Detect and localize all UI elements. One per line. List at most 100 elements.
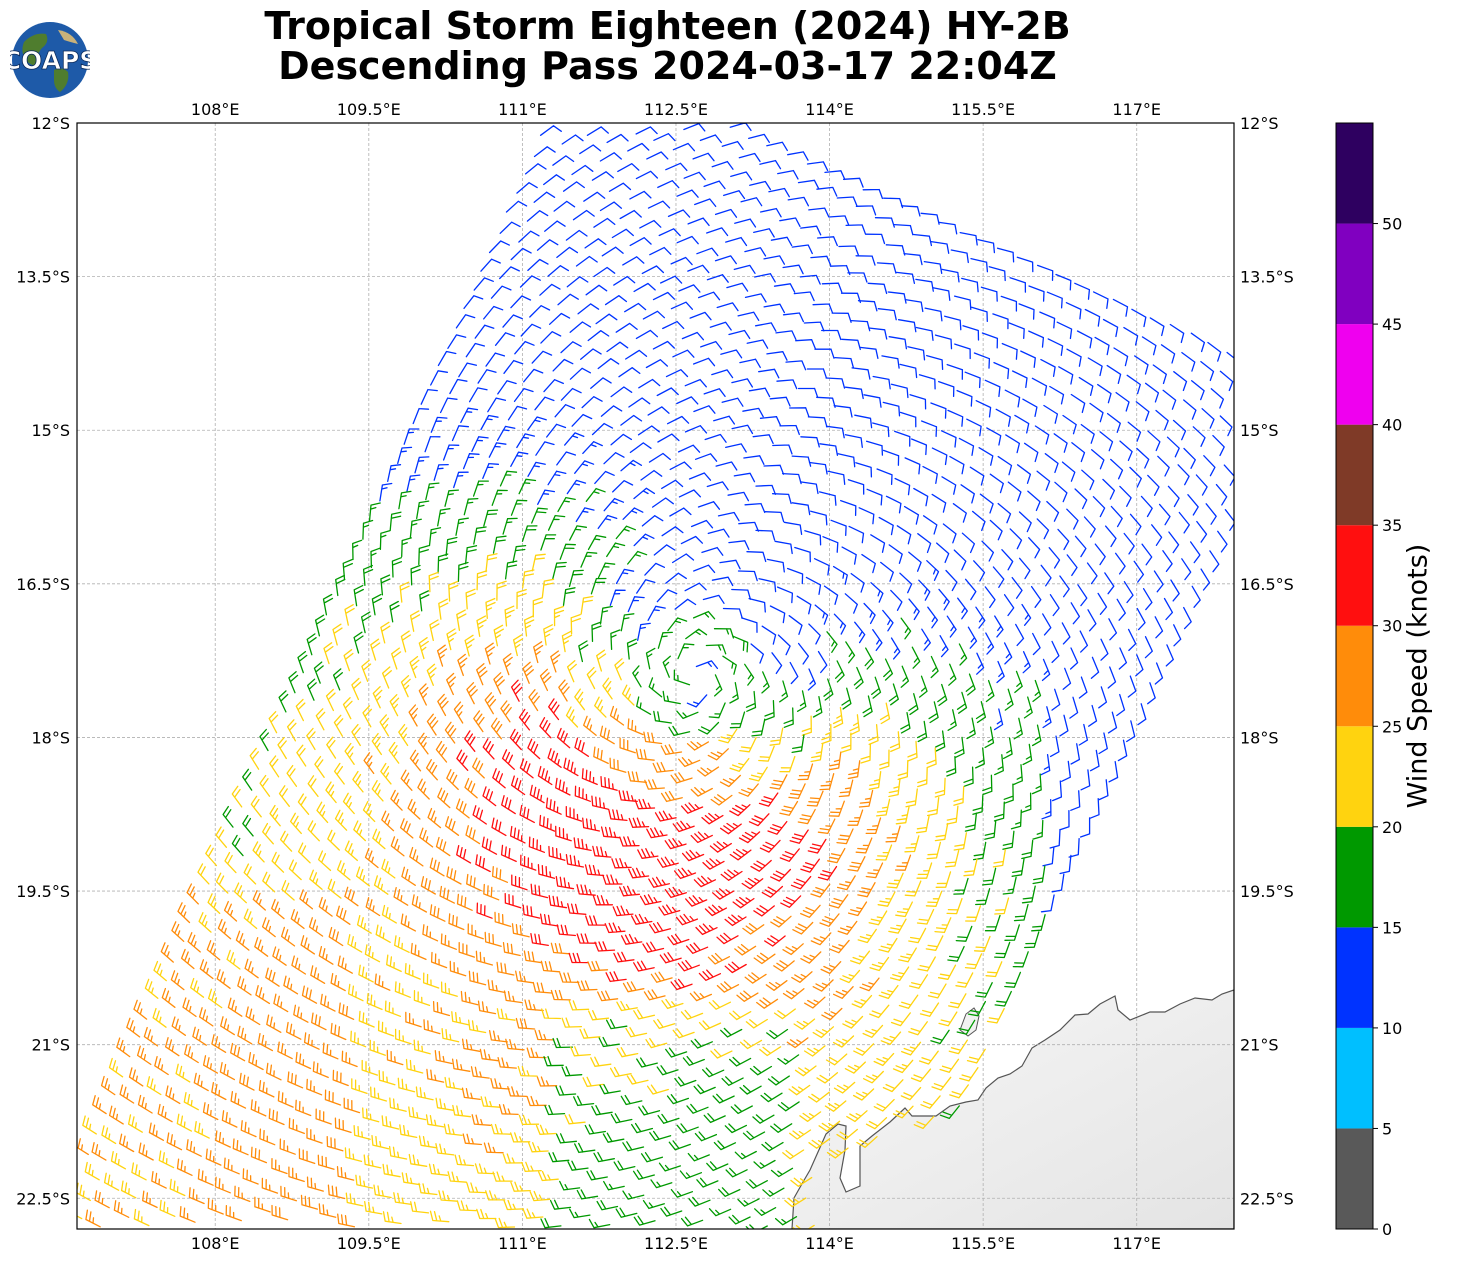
wind-barb <box>722 607 743 619</box>
wind-barb <box>748 387 771 398</box>
wind-barb <box>773 283 796 293</box>
wind-barb <box>656 856 679 868</box>
lat-label-left: 19.5°S <box>16 882 70 901</box>
wind-barb <box>318 896 333 917</box>
wind-barb <box>400 769 413 791</box>
wind-barb <box>844 386 864 400</box>
wind-barb <box>879 702 891 725</box>
wind-barb <box>342 697 353 720</box>
wind-barb <box>379 529 391 550</box>
wind-barb <box>693 564 716 574</box>
wind-barb <box>680 535 704 545</box>
wind-barb <box>847 901 868 917</box>
wind-barb <box>1011 858 1025 877</box>
lon-label-bottom: 109.5°E <box>337 1234 401 1253</box>
wind-barb <box>829 939 850 954</box>
wind-barb <box>536 239 559 251</box>
lat-label-left: 18°S <box>31 728 70 747</box>
wind-barb <box>429 904 446 922</box>
wind-barb <box>176 1113 193 1132</box>
wind-barb <box>438 598 449 620</box>
wind-barb <box>597 562 616 579</box>
wind-barb <box>938 380 955 398</box>
wind-barb <box>627 142 650 152</box>
wind-barb <box>705 644 727 655</box>
wind-barb <box>887 291 907 304</box>
wind-barb <box>620 933 643 945</box>
colorbar-tick-label: 15 <box>1382 918 1402 937</box>
lon-label-bottom: 114°E <box>805 1234 854 1253</box>
wind-barb <box>453 701 464 724</box>
wind-barb <box>714 208 738 218</box>
wind-barb <box>640 469 663 481</box>
wind-barb <box>889 731 901 753</box>
wind-barb <box>953 295 972 311</box>
wind-barb <box>541 578 555 598</box>
wind-barb <box>475 950 494 966</box>
gridlines <box>77 123 1234 1229</box>
wind-barb <box>842 1015 864 1029</box>
wind-barb <box>286 719 297 742</box>
wind-barb <box>947 409 964 427</box>
wind-barb <box>748 133 770 143</box>
lat-label-right: 22.5°S <box>1240 1189 1294 1208</box>
wind-barb <box>343 1097 361 1114</box>
wind-barb <box>908 974 929 989</box>
wind-barb <box>465 342 486 358</box>
wind-barb <box>742 923 765 935</box>
wind-barb <box>219 1061 236 1081</box>
wind-barb <box>1080 769 1091 791</box>
wind-barb <box>832 986 854 999</box>
wind-barb <box>986 427 1002 446</box>
wind-barb <box>984 379 1001 398</box>
wind-barb <box>704 904 728 917</box>
wind-barb <box>133 1208 150 1227</box>
wind-barb <box>1147 430 1161 452</box>
wind-barb <box>794 1065 817 1077</box>
wind-barb <box>540 960 561 973</box>
wind-barb <box>488 442 507 458</box>
wind-barb <box>1032 632 1041 656</box>
wind-barb <box>225 1205 242 1222</box>
wind-barb <box>719 774 742 788</box>
wind-barb <box>342 792 355 815</box>
wind-barb <box>831 312 852 323</box>
wind-barb <box>963 858 978 877</box>
wind-barb <box>729 682 739 704</box>
wind-barb <box>658 228 681 237</box>
wind-barb <box>604 295 628 306</box>
wind-barb <box>325 781 337 804</box>
wind-barb <box>853 666 864 690</box>
wind-barb <box>533 146 556 158</box>
wind-barb <box>677 444 701 453</box>
wind-barb <box>591 621 602 642</box>
wind-barb <box>588 1218 611 1229</box>
wind-barb <box>789 829 809 844</box>
wind-barb <box>964 578 977 601</box>
wind-barb <box>578 640 589 663</box>
wind-barb <box>928 701 939 724</box>
wind-barb <box>464 634 475 657</box>
wind-barb <box>533 191 556 203</box>
title-line-2: Descending Pass 2024-03-17 22:04Z <box>278 44 1057 88</box>
wind-barb <box>824 1100 847 1112</box>
colorbar-tick-label: 25 <box>1382 717 1402 736</box>
colorbar-segment <box>1336 927 1373 1028</box>
wind-barb <box>516 588 527 610</box>
wind-barb <box>668 725 691 737</box>
wind-barb <box>866 488 883 506</box>
wind-barb <box>315 708 326 731</box>
wind-barb <box>1162 389 1177 410</box>
wind-barb <box>326 736 337 759</box>
wind-barb <box>472 805 487 825</box>
wind-barb <box>774 540 793 555</box>
wind-barb <box>725 443 747 453</box>
wind-barb <box>510 247 532 261</box>
wind-barb <box>491 817 507 837</box>
wind-barb <box>769 396 791 407</box>
wind-barb <box>600 776 618 791</box>
wind-barb <box>1219 370 1234 392</box>
wind-barb <box>680 1009 704 1020</box>
wind-barb <box>732 896 755 909</box>
wind-barb <box>1155 409 1169 431</box>
